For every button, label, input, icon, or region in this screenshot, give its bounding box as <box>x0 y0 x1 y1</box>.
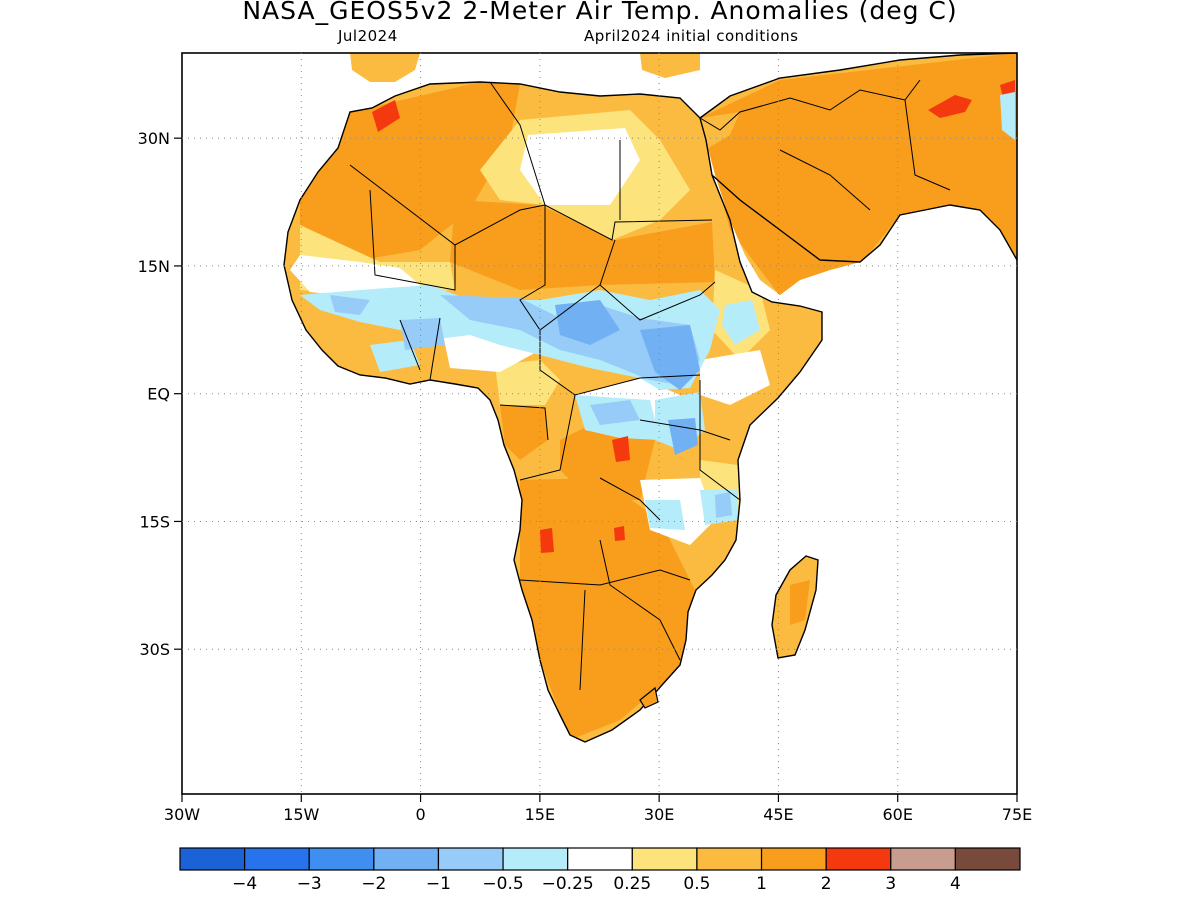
anomaly-field <box>283 53 1017 743</box>
x-tick-label: 30W <box>164 805 200 824</box>
x-tick-label: 15W <box>283 805 319 824</box>
x-tick-label: 75E <box>1002 805 1032 824</box>
colorbar-label: 0.5 <box>683 874 710 894</box>
colorbar-swatch <box>502 847 569 871</box>
x-tick-label: 30E <box>644 805 674 824</box>
colorbar-label: 3 <box>885 874 896 894</box>
x-tick-label: 45E <box>763 805 793 824</box>
forecast-month-label: Jul2024 <box>338 27 398 45</box>
colorbar-label: −2 <box>361 874 386 894</box>
y-tick-label: 15S <box>139 512 170 531</box>
initial-conditions-label: April2024 initial conditions <box>584 27 799 45</box>
coastlines <box>283 53 1017 743</box>
colorbar-swatch <box>954 847 1021 871</box>
y-tick-label: 30N <box>138 129 170 148</box>
colorbar-label: 1 <box>756 874 767 894</box>
country-borders <box>349 79 951 691</box>
x-tick-label: 60E <box>882 805 912 824</box>
colorbar-label: −0.25 <box>542 874 594 894</box>
colorbar-swatch <box>825 847 892 871</box>
colorbar-label: −3 <box>297 874 322 894</box>
y-tick-label: 30S <box>139 640 170 659</box>
colorbar-label: 4 <box>950 874 961 894</box>
y-tick-label: EQ <box>147 385 170 404</box>
plot-frame <box>181 52 1018 795</box>
colorbar-swatch <box>696 847 763 871</box>
longitude-ticks: 30W 15W 0 15E 30E 45E 60E 75E <box>164 794 1032 824</box>
colorbar-swatch <box>437 847 504 871</box>
latitude-ticks: 30N 15N EQ 15S 30S <box>138 129 182 659</box>
colorbar-swatch <box>567 847 633 871</box>
y-tick-label: 15N <box>138 257 170 276</box>
colorbar: −4 −3 −2 −1 −0.5 −0.25 0.25 0.5 1 2 3 4 <box>179 847 1021 894</box>
colorbar-swatch <box>760 847 827 871</box>
colorbar-label: −0.5 <box>482 874 523 894</box>
x-tick-label: 0 <box>415 805 425 824</box>
colorbar-label: −4 <box>232 874 257 894</box>
colorbar-swatch <box>244 847 310 871</box>
colorbar-label: −1 <box>426 874 451 894</box>
colorbar-swatch <box>308 847 375 871</box>
x-tick-label: 15E <box>525 805 555 824</box>
colorbar-swatch <box>179 847 246 871</box>
colorbar-swatch <box>631 847 698 871</box>
figure-title: NASA_GEOS5v2 2-Meter Air Temp. Anomalies… <box>242 0 958 25</box>
colorbar-label: 0.25 <box>613 874 651 894</box>
colorbar-label: 2 <box>821 874 832 894</box>
colorbar-swatch <box>373 847 440 871</box>
colorbar-swatch <box>890 847 956 871</box>
